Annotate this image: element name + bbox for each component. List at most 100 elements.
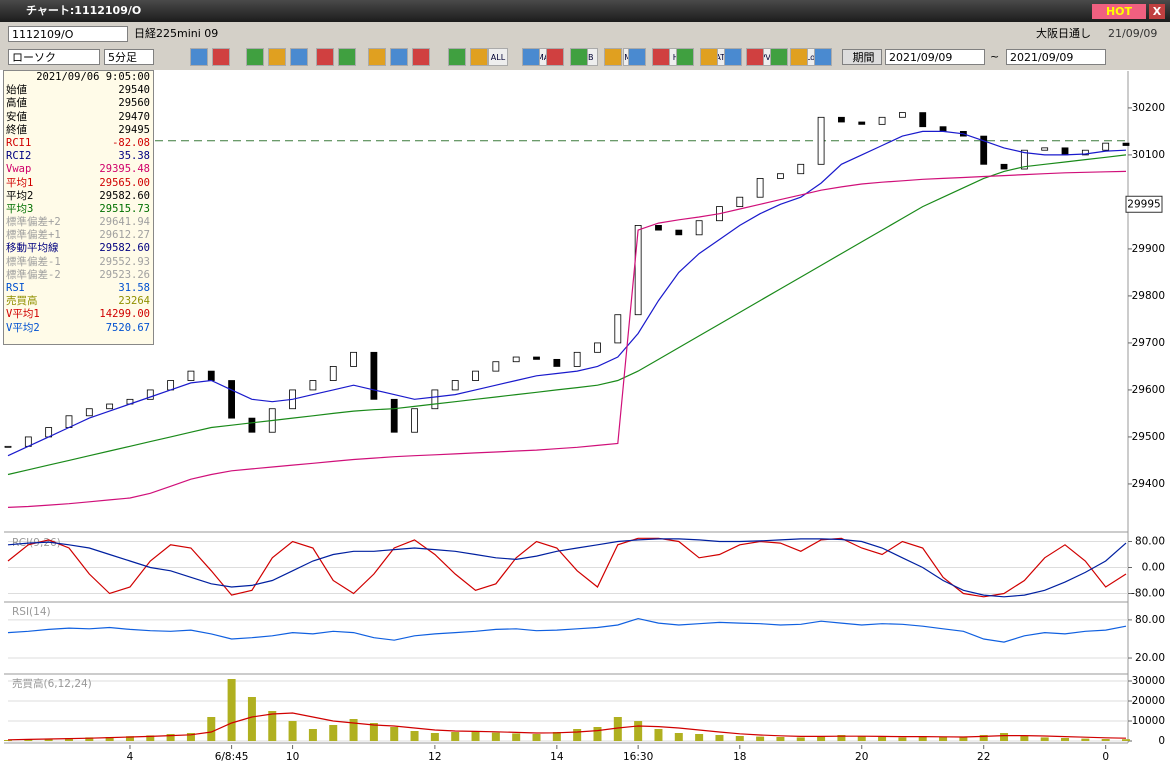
toolbar-icon[interactable] — [338, 48, 356, 66]
toolbar-icon[interactable] — [570, 48, 588, 66]
info-label: Vwap — [6, 163, 32, 176]
candle — [797, 163, 805, 175]
candle — [65, 415, 73, 428]
period-button[interactable]: 期間 — [842, 49, 882, 65]
toolbar-icon[interactable] — [676, 48, 694, 66]
toolbar-button[interactable]: ALL — [488, 48, 508, 66]
volume-bar — [593, 727, 602, 741]
info-value: 29515.73 — [99, 202, 150, 215]
interval-select[interactable]: 5分足 — [104, 49, 154, 65]
indicator-line — [7, 538, 1127, 598]
toolbar-icon[interactable] — [412, 48, 430, 66]
info-value: 29641.94 — [99, 216, 150, 229]
volume-bar — [4, 740, 12, 741]
info-label: 標準偏差-1 — [6, 255, 61, 268]
info-value: 29495 — [118, 123, 150, 136]
toolbar-icon[interactable] — [522, 48, 540, 66]
info-row: 売買高 23264 — [4, 295, 153, 308]
candle — [106, 403, 114, 410]
y-tick-label: 29900 — [1132, 243, 1165, 255]
indicator-line — [7, 712, 1127, 741]
window-title: チャート:1112109/O — [26, 4, 142, 17]
hot-button[interactable]: HOT — [1092, 4, 1146, 19]
info-value: 23264 — [118, 295, 150, 308]
volume-bar — [471, 731, 480, 741]
toolbar-icon[interactable] — [790, 48, 808, 66]
info-row: RCI1 -82.08 — [4, 137, 153, 150]
close-button[interactable]: X — [1149, 4, 1165, 19]
toolbar-icon[interactable] — [724, 48, 742, 66]
toolbar-icon[interactable] — [212, 48, 230, 66]
toolbar-icon[interactable] — [368, 48, 386, 66]
panel-label: RSI(14) — [12, 606, 51, 618]
candle — [1122, 142, 1130, 146]
indicator-line — [7, 154, 1127, 476]
y-tick-label: 0 — [1158, 735, 1165, 747]
info-value: 29582.60 — [99, 189, 150, 202]
toolbar-icon[interactable] — [628, 48, 646, 66]
volume-bar — [125, 736, 134, 741]
toolbar-icon[interactable] — [316, 48, 334, 66]
toolbar-icon[interactable] — [246, 48, 264, 66]
volume-bar — [817, 736, 826, 741]
toolbar-icon[interactable] — [814, 48, 832, 66]
info-row: V平均1 14299.00 — [4, 308, 153, 321]
toolbar-icon[interactable] — [746, 48, 764, 66]
y-tick-label: 30200 — [1132, 102, 1165, 114]
volume-bar — [1061, 738, 1070, 741]
candle — [1020, 149, 1028, 170]
volume-bar — [288, 721, 297, 741]
toolbar-icon[interactable] — [190, 48, 208, 66]
toolbar-icon[interactable] — [770, 48, 788, 66]
y-tick-label: 20.00 — [1135, 652, 1165, 664]
candle — [512, 356, 520, 363]
toolbar-icon[interactable] — [448, 48, 466, 66]
info-label: 終値 — [6, 123, 27, 136]
candle — [431, 389, 439, 410]
candle — [146, 389, 154, 400]
info-value: 29582.60 — [99, 242, 150, 255]
timestamp: 2021/09/06 9:05:00 — [36, 71, 150, 83]
candle — [777, 173, 784, 179]
info-label: 平均1 — [6, 176, 34, 189]
info-value: 31.58 — [118, 282, 150, 294]
chart-type-select[interactable]: ローソク — [8, 49, 100, 65]
volume-bar — [44, 738, 53, 741]
toolbar-icon[interactable] — [652, 48, 670, 66]
toolbar-icon[interactable] — [290, 48, 308, 66]
candle — [858, 121, 866, 125]
volume-bar — [85, 737, 94, 741]
symbol-select[interactable]: 1112109/O — [8, 26, 128, 42]
y-tick-label: 29400 — [1132, 478, 1165, 490]
candle — [573, 351, 581, 367]
y-tick-label: 20000 — [1132, 695, 1165, 707]
candle — [187, 370, 195, 381]
toolbar-icon[interactable] — [700, 48, 718, 66]
volume-bar — [634, 721, 643, 741]
candle — [85, 408, 93, 417]
info-row: RCI2 35.38 — [4, 150, 153, 163]
volume-bar — [369, 723, 378, 741]
volume-bar — [613, 717, 622, 741]
candle — [899, 112, 906, 118]
indicator-line — [7, 170, 1127, 508]
tilde: ~ — [990, 50, 1000, 63]
toolbar-icon[interactable] — [470, 48, 488, 66]
info-label: 高値 — [6, 97, 27, 110]
x-tick-label: 10 — [286, 751, 299, 763]
from-date[interactable]: 2021/09/09 — [885, 49, 985, 65]
toolbar-icon[interactable] — [268, 48, 286, 66]
x-tick-label: 6/8:45 — [215, 751, 249, 763]
toolbar-icon[interactable] — [604, 48, 622, 66]
y-tick-label: 30000 — [1132, 675, 1165, 687]
candle — [594, 342, 601, 353]
info-value: 29470 — [118, 110, 150, 123]
volume-bar — [837, 735, 846, 741]
toolbar-icon[interactable] — [546, 48, 564, 66]
volume-bar — [1081, 738, 1090, 741]
info-row: 標準偏差-1 29552.93 — [4, 256, 153, 269]
volume-bar — [247, 697, 256, 741]
volume-bar — [268, 711, 277, 741]
toolbar-icon[interactable] — [390, 48, 408, 66]
to-date[interactable]: 2021/09/09 — [1006, 49, 1106, 65]
